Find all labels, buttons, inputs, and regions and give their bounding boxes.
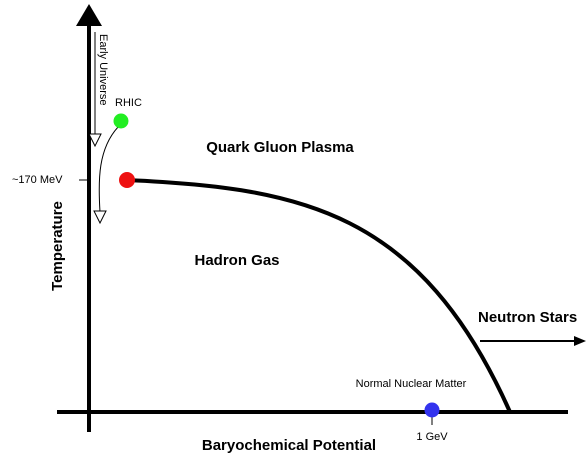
phase-boundary	[126, 178, 512, 413]
qgp-label: Quark Gluon Plasma	[206, 139, 354, 156]
x-axis-label: Baryochemical Potential	[202, 437, 376, 454]
neutron-stars-label: Neutron Stars	[478, 309, 577, 326]
rhic-point	[113, 113, 129, 129]
early-universe-label: Early Universe	[97, 34, 109, 106]
critical-point	[119, 172, 135, 188]
nuclear-matter-point	[424, 402, 440, 418]
y-tick-label: ~170 MeV	[12, 174, 63, 186]
hadron-gas-label: Hadron Gas	[194, 252, 279, 269]
y-axis-arrowhead	[76, 4, 102, 26]
x-tick-label: 1 GeV	[416, 431, 448, 443]
rhic-arrowhead	[93, 210, 107, 225]
nuclear-matter-label: Normal Nuclear Matter	[356, 378, 467, 390]
y-axis-label: Temperature	[49, 201, 66, 291]
rhic-label: RHIC	[115, 97, 142, 109]
neutron-stars-arrowhead	[574, 336, 586, 346]
rhic-trajectory	[98, 125, 120, 213]
early-universe-arrowhead	[88, 133, 102, 148]
